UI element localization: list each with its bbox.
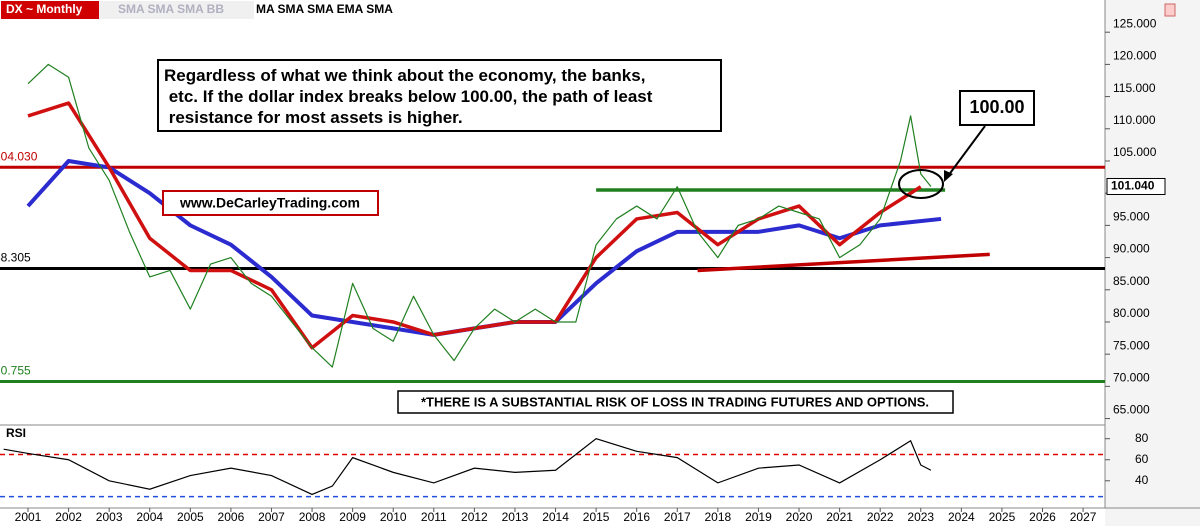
indicator-label: SMA SMA SMA BB — [118, 2, 224, 16]
indicator-label: MA SMA SMA EMA SMA — [256, 2, 393, 16]
note-line: Regardless of what we think about the ec… — [164, 66, 645, 85]
y-tick-label: 75.000 — [1113, 338, 1150, 352]
x-tick-label: 2024 — [948, 510, 975, 524]
x-tick-label: 2017 — [664, 510, 691, 524]
x-tick-label: 2009 — [339, 510, 366, 524]
y-tick-label: 70.000 — [1113, 371, 1150, 385]
x-tick-label: 2016 — [623, 510, 650, 524]
y-tick-label: 115.000 — [1113, 81, 1156, 95]
y-tick-label: 65.000 — [1113, 403, 1150, 417]
note-line: etc. If the dollar index breaks below 10… — [164, 87, 653, 106]
disclaimer: *THERE IS A SUBSTANTIAL RISK OF LOSS IN … — [421, 394, 929, 409]
x-tick-label: 2025 — [989, 510, 1016, 524]
y-tick-label: 120.000 — [1113, 49, 1157, 63]
indicator-box — [99, 1, 254, 19]
y-tick-label: 85.000 — [1113, 274, 1150, 288]
level-label: 104.030 — [0, 149, 38, 163]
y-tick-label: 125.000 — [1113, 16, 1157, 30]
callout-arrow — [947, 125, 986, 177]
x-tick-label: 2008 — [299, 510, 326, 524]
x-tick-label: 2006 — [218, 510, 245, 524]
arrow-head — [944, 170, 953, 182]
series-line — [27, 63, 932, 368]
x-tick-label: 2007 — [258, 510, 285, 524]
rsi-tick-label: 60 — [1135, 452, 1149, 466]
price-axis-panel — [1105, 0, 1200, 526]
rsi-line — [3, 438, 932, 496]
x-tick-label: 2026 — [1029, 510, 1056, 524]
x-tick-label: 2020 — [786, 510, 813, 524]
x-tick-label: 2005 — [177, 510, 204, 524]
x-tick-label: 2003 — [96, 510, 123, 524]
title-box — [1, 1, 99, 19]
x-tick-label: 2022 — [867, 510, 894, 524]
x-tick-label: 2014 — [542, 510, 569, 524]
website-box — [162, 190, 379, 216]
x-tick-label: 2021 — [826, 510, 853, 524]
icon[interactable] — [1164, 3, 1176, 17]
x-tick-label: 2015 — [583, 510, 610, 524]
y-tick-label: 95.000 — [1113, 210, 1150, 224]
x-tick-label: 2013 — [502, 510, 529, 524]
y-tick-label: 90.000 — [1113, 242, 1150, 256]
x-tick-label: 2004 — [136, 510, 163, 524]
x-tick-label: 2027 — [1070, 510, 1097, 524]
x-tick-label: 2011 — [421, 510, 447, 524]
rsi-tick-label: 40 — [1135, 473, 1149, 487]
x-tick-label: 2019 — [745, 510, 772, 524]
callout-box — [959, 90, 1035, 126]
trendline — [697, 252, 990, 273]
last-price-label: 101.040 — [1111, 179, 1155, 193]
last-price-box — [1106, 177, 1166, 195]
y-tick-label: 110.000 — [1113, 113, 1156, 127]
x-tick-label: 2023 — [907, 510, 934, 524]
level-label: 88.305 — [0, 251, 31, 265]
rsi-title: RSI — [6, 426, 26, 440]
level-label: 70.755 — [0, 364, 31, 378]
x-tick-label: 2018 — [705, 510, 732, 524]
x-tick-label: 2001 — [15, 510, 42, 524]
website: www.DeCarleyTrading.com — [179, 195, 360, 211]
chart-title: DX ~ Monthly — [6, 2, 83, 16]
x-tick-label: 2012 — [461, 510, 488, 524]
y-tick-label: 80.000 — [1113, 306, 1150, 320]
x-tick-label: 2002 — [55, 510, 82, 524]
note-line: resistance for most assets is higher. — [164, 108, 463, 127]
disclaimer-box — [397, 390, 954, 414]
callout-label: 100.00 — [969, 97, 1024, 117]
note-box — [157, 59, 722, 132]
x-tick-label: 2010 — [380, 510, 407, 524]
rsi-tick-label: 80 — [1135, 431, 1149, 445]
callout-circle — [898, 169, 944, 199]
y-tick-label: 105.000 — [1113, 145, 1157, 159]
